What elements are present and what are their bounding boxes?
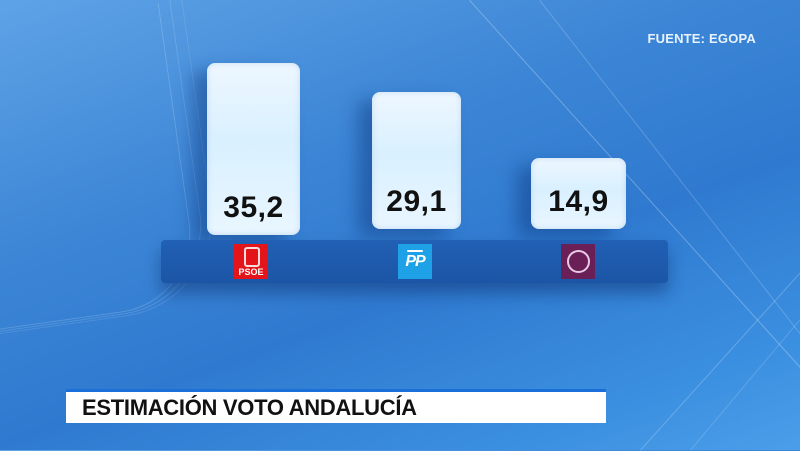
background-line <box>469 0 800 388</box>
psoe-logo-icon: PSOE <box>234 244 268 279</box>
chart-title: ESTIMACIÓN VOTO ANDALUCÍA <box>66 392 606 423</box>
background-curve <box>0 0 225 337</box>
background-curve <box>0 3 201 338</box>
bar-podemos: 14,9 <box>531 158 626 229</box>
bar-pp: 29,1 <box>372 92 461 229</box>
caption-accent <box>66 389 606 392</box>
podemos-logo-icon <box>561 244 595 279</box>
caption-bar: ESTIMACIÓN VOTO ANDALUCÍA <box>66 389 606 423</box>
circle-icon <box>567 250 590 273</box>
party-logo-strip: PSOE PP <box>161 240 668 283</box>
pp-logo-text: PP <box>405 253 425 270</box>
rose-fist-icon <box>244 247 260 267</box>
bar-psoe: 35,2 <box>207 63 300 235</box>
bar-value: 35,2 <box>223 191 284 224</box>
source-label: FUENTE: EGOPA <box>647 31 756 46</box>
gull-icon <box>407 250 423 252</box>
background-line <box>690 250 800 451</box>
psoe-logo-text: PSOE <box>238 267 264 277</box>
pp-logo-icon: PP <box>398 244 432 279</box>
bar-value: 29,1 <box>386 185 447 218</box>
bar-value: 14,9 <box>548 185 609 218</box>
background-curve <box>0 0 213 337</box>
